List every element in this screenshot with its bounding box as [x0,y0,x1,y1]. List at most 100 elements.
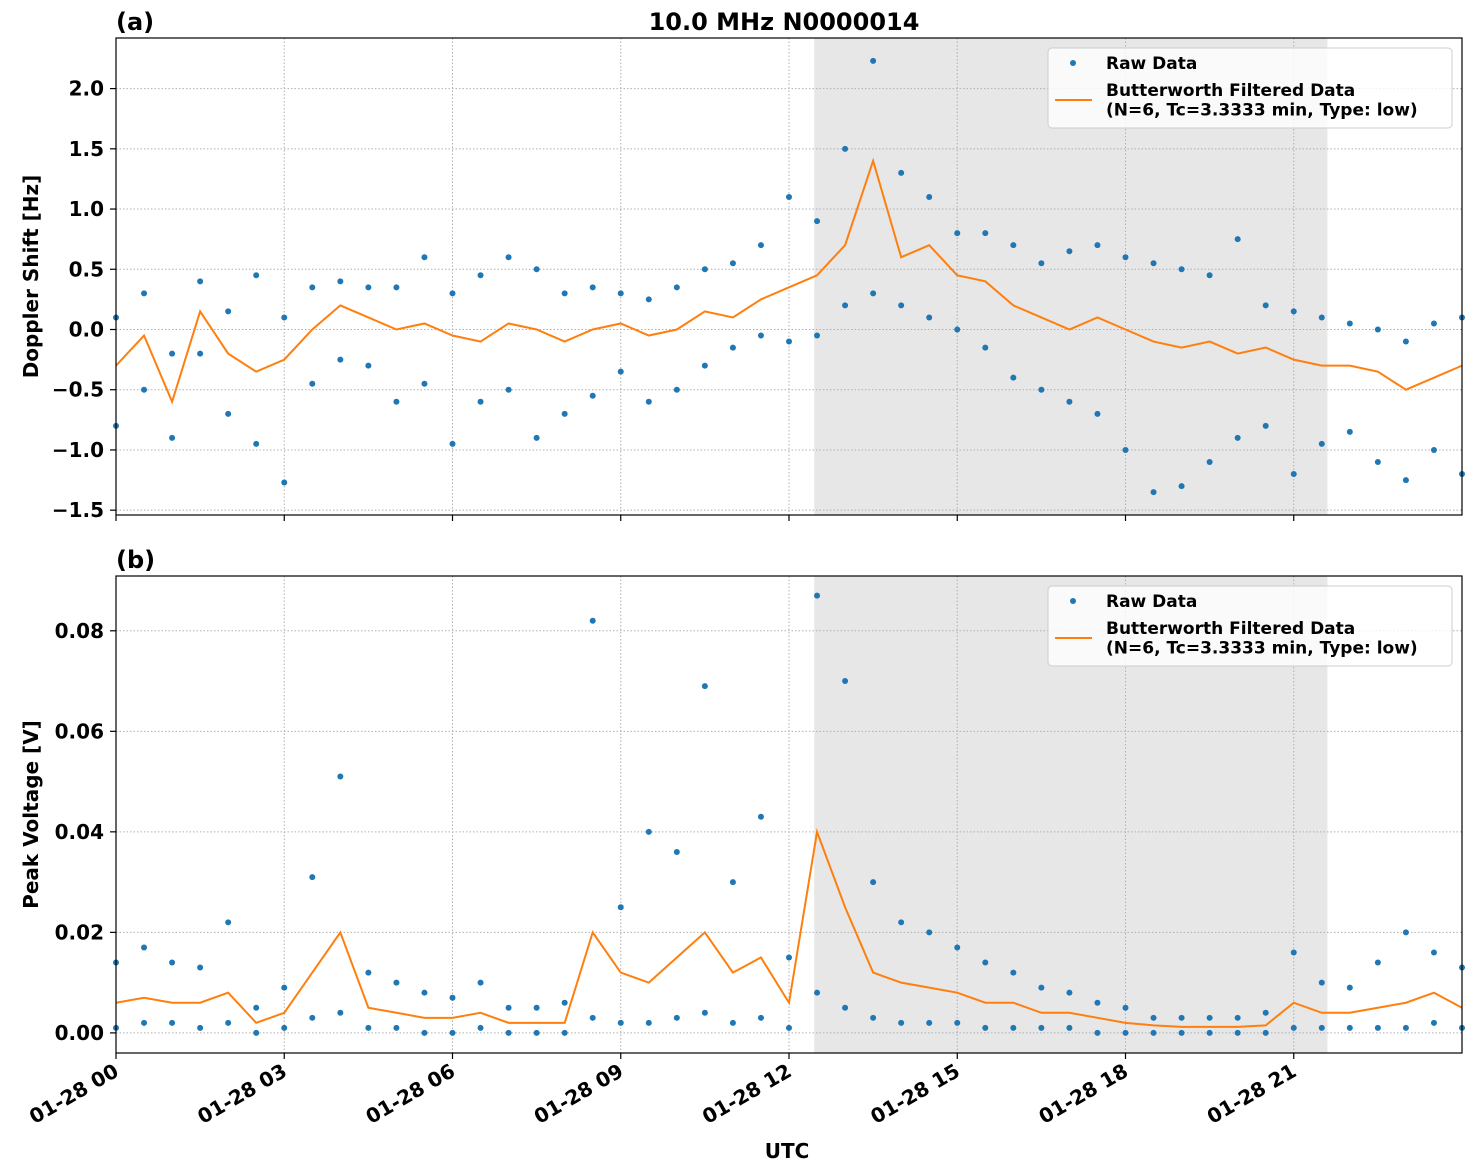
legend-box [1047,47,1453,129]
raw-point [1150,489,1157,496]
raw-point [1374,326,1381,333]
x-tick-label: 01-28 18 [1034,1059,1132,1129]
raw-point [449,994,456,1001]
raw-point [1318,440,1325,447]
raw-point [561,410,568,417]
x-tick-label: 01-28 12 [698,1059,796,1129]
raw-point [1290,949,1297,956]
raw-point [1094,999,1101,1006]
raw-point [814,332,821,339]
raw-point [141,290,148,297]
raw-point [281,479,288,486]
raw-point [393,979,400,986]
raw-point [309,1014,316,1021]
raw-point [926,929,933,936]
raw-point [729,344,736,351]
raw-point [561,290,568,297]
raw-point [786,194,792,200]
raw-point [1262,1029,1269,1036]
raw-point [1150,260,1157,267]
raw-point [365,969,372,976]
raw-point [1346,428,1353,435]
raw-point [1122,1029,1129,1036]
raw-point [1094,242,1101,249]
raw-point [982,230,989,237]
y-tick-label: 0.02 [55,920,104,944]
raw-point [729,1019,736,1026]
y-tick-label: 0.00 [55,1021,104,1045]
raw-point [141,386,148,393]
raw-point [1122,446,1129,453]
raw-point [477,272,484,279]
raw-point [1150,1029,1157,1036]
raw-point [197,964,204,971]
raw-point [365,362,372,369]
raw-point [337,1009,344,1016]
raw-point [505,1029,512,1036]
y-tick-label: −1.5 [52,498,104,522]
raw-point [786,1024,792,1031]
raw-point [1402,1024,1409,1031]
raw-point [449,440,456,447]
raw-point [1066,989,1073,996]
raw-point [954,944,961,951]
raw-point [786,954,792,961]
raw-point [1402,477,1409,484]
raw-point [477,979,484,986]
raw-point [1346,984,1353,991]
raw-point [449,290,456,297]
raw-point [786,338,792,345]
raw-point [1206,1014,1213,1021]
raw-point [141,1019,148,1026]
raw-point [617,368,624,375]
raw-point [309,874,316,881]
raw-point [814,989,821,996]
raw-point [1206,1029,1213,1036]
raw-point [870,1014,877,1021]
raw-point [1234,236,1241,243]
raw-point [814,218,821,225]
raw-point [1374,959,1381,966]
raw-point [617,290,624,297]
raw-point [505,254,512,261]
raw-point [1430,949,1437,956]
raw-point [533,434,540,441]
raw-point [589,617,596,624]
raw-point [1010,969,1017,976]
raw-point [701,362,708,369]
raw-point [393,1024,400,1031]
raw-point [673,386,680,393]
y-axis-label: Peak Voltage [V] [19,720,43,909]
raw-point [1234,1029,1241,1036]
raw-point [1094,1029,1101,1036]
raw-point [169,1019,176,1026]
raw-point [197,1024,204,1031]
raw-point [1150,1014,1157,1021]
raw-point [1038,984,1045,991]
y-tick-label: 1.0 [69,197,104,221]
raw-point [1262,1009,1269,1016]
raw-point [589,392,596,399]
raw-point [1206,272,1213,279]
raw-point [1038,260,1045,267]
y-tick-label: 0.06 [55,719,104,743]
raw-point [842,145,849,152]
raw-point [673,848,680,855]
raw-point [1374,459,1381,465]
x-tick-label: 01-28 21 [1203,1059,1301,1129]
raw-point [533,266,540,273]
raw-point [870,290,877,297]
raw-point [645,398,652,405]
raw-point [1430,446,1437,453]
raw-point [393,398,400,405]
y-tick-label: 0.08 [55,619,104,643]
raw-point [141,944,148,951]
raw-point [926,314,933,321]
raw-point [1262,422,1269,429]
raw-point [954,230,961,237]
y-tick-label: 0.5 [69,257,104,281]
raw-point [197,350,204,357]
x-tick-label: 01-28 09 [530,1059,628,1129]
raw-point [309,380,316,387]
